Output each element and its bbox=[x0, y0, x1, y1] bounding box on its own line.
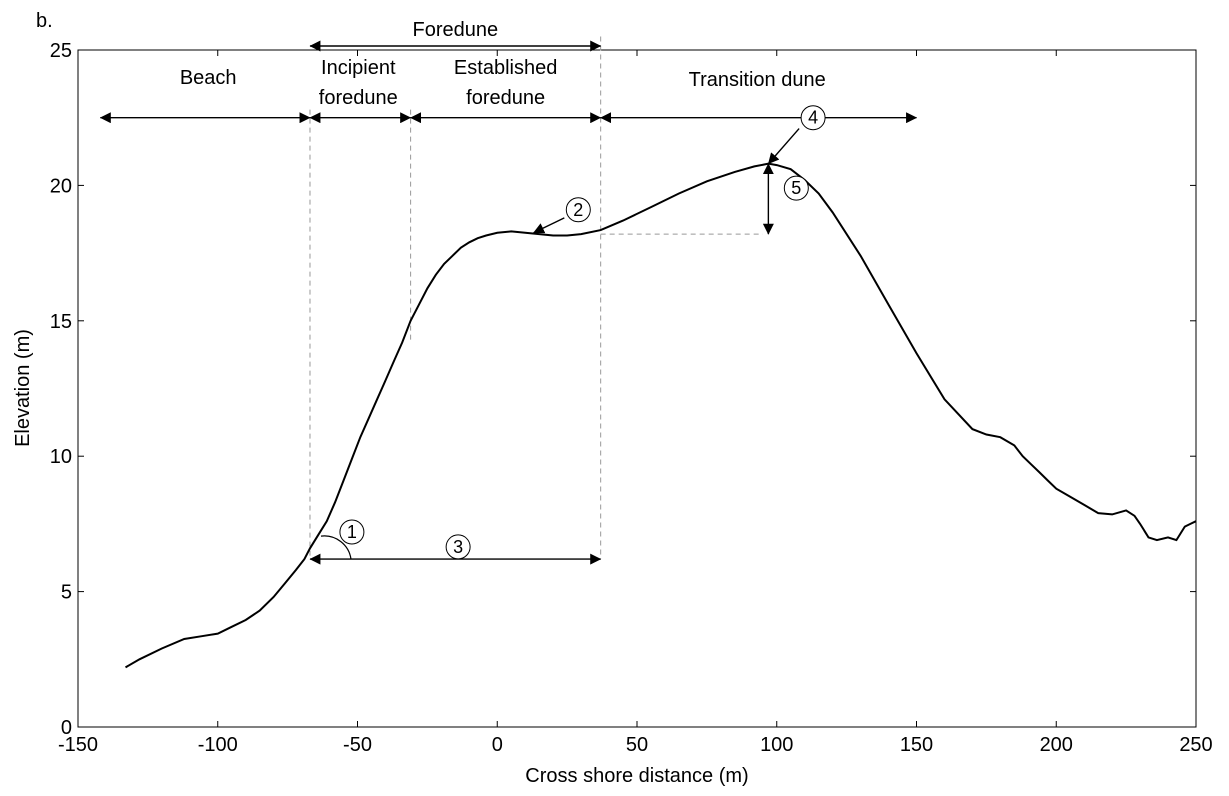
x-axis-label: Cross shore distance (m) bbox=[525, 765, 748, 787]
incipient-label-2: foredune bbox=[319, 87, 398, 109]
marker-4-label: 4 bbox=[808, 108, 818, 128]
x-tick-label: 150 bbox=[900, 734, 933, 756]
marker-3-circle bbox=[445, 534, 471, 560]
y-tick-label: 0 bbox=[61, 717, 72, 739]
marker-5-circle bbox=[783, 175, 809, 201]
x-tick-label: 250 bbox=[1179, 734, 1212, 756]
annotation-markers: 1 3 2 4 5 bbox=[309, 105, 826, 565]
y-tick-label: 20 bbox=[50, 175, 72, 197]
x-tick-label: 200 bbox=[1040, 734, 1073, 756]
x-tick-label: 50 bbox=[626, 734, 648, 756]
y-tick-label: 10 bbox=[50, 446, 72, 468]
profile-line bbox=[124, 162, 1197, 669]
zone-labels: Foredune Beach Incipient foredune Establishe… bbox=[180, 19, 826, 109]
y-axis-label: Elevation (m) bbox=[12, 329, 34, 447]
beach-label: Beach bbox=[180, 67, 237, 89]
established-label-1: Established bbox=[454, 57, 557, 79]
y-tick-label: 25 bbox=[50, 40, 72, 62]
x-tick-label: -50 bbox=[343, 734, 372, 756]
y-tick-label: 5 bbox=[61, 582, 72, 604]
guide-lines bbox=[309, 36, 763, 560]
marker-5-label: 5 bbox=[791, 178, 801, 198]
y-tick-label: 15 bbox=[50, 311, 72, 333]
foredune-label: Foredune bbox=[413, 19, 499, 41]
x-tick-label: 0 bbox=[492, 734, 503, 756]
incipient-label-1: Incipient bbox=[321, 57, 396, 79]
transition-label: Transition dune bbox=[689, 69, 826, 91]
marker-2-circle bbox=[565, 197, 591, 223]
panel-label: b. bbox=[36, 10, 53, 32]
marker-3-label: 3 bbox=[453, 537, 463, 557]
x-tick-label: 100 bbox=[760, 734, 793, 756]
plot-area bbox=[77, 49, 1197, 728]
marker-1-circle bbox=[339, 519, 365, 545]
zone-arrows bbox=[99, 40, 918, 124]
x-axis: -150 -100 -50 0 50 100 150 200 250 bbox=[58, 50, 1213, 756]
established-label-2: foredune bbox=[466, 87, 545, 109]
marker-4-circle bbox=[800, 105, 826, 131]
x-tick-label: -100 bbox=[198, 734, 238, 756]
x-tick-label: -150 bbox=[58, 734, 98, 756]
marker-4-arrow bbox=[767, 128, 800, 165]
marker-1-angle-arc bbox=[320, 535, 352, 560]
profile-series bbox=[124, 162, 1197, 669]
marker-1-label: 1 bbox=[347, 522, 357, 542]
marker-2-label: 2 bbox=[573, 200, 583, 220]
marker-2-arrow bbox=[533, 217, 565, 234]
